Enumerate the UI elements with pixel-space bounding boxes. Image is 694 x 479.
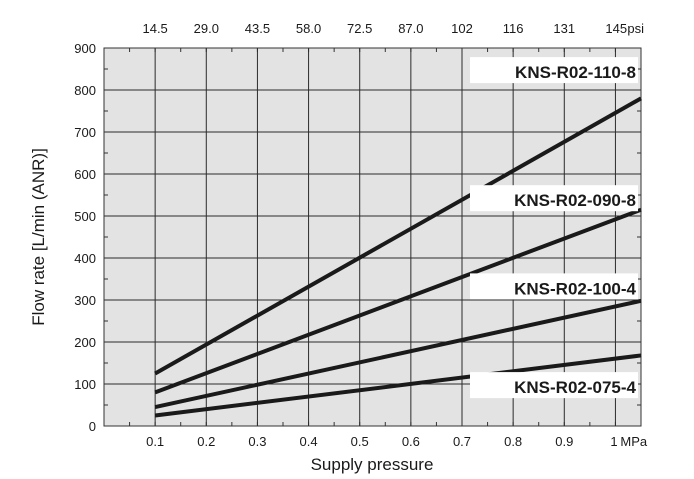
x2-tick-label: 43.5: [245, 21, 270, 36]
series-line-kns-r02-075-4: [154, 353, 642, 418]
x2-tick-label: 72.5: [347, 21, 372, 36]
x-tick-label: 0.6: [402, 434, 420, 449]
x2-tick-label: 131: [553, 21, 575, 36]
x-tick-label: 0.3: [248, 434, 266, 449]
x-tick-label: 0.8: [504, 434, 522, 449]
x-tick-label: 0.7: [453, 434, 471, 449]
x-tick-label: 0.4: [300, 434, 318, 449]
series-label-background: [470, 372, 638, 399]
x-unit-label: MPa: [620, 434, 648, 449]
grid-lines: [104, 48, 641, 426]
y-tick-label: 900: [74, 41, 96, 56]
x2-tick-label: 87.0: [398, 21, 423, 36]
x-axis-label: Supply pressure: [311, 455, 434, 474]
y-tick-label: 100: [74, 377, 96, 392]
y-tick-label: 200: [74, 335, 96, 350]
series-label: KNS-R02-100-4: [514, 279, 636, 298]
plot-background: [104, 48, 641, 426]
series-line-kns-r02-100-4: [154, 298, 642, 410]
x2-tick-label: 116: [503, 21, 524, 36]
y-tick-label: 500: [74, 209, 96, 224]
x2-tick-label: 145: [605, 21, 627, 36]
series-label-background: [470, 185, 638, 212]
y-tick-label: 300: [74, 293, 96, 308]
x-tick-label: 0.1: [146, 434, 164, 449]
x-tick-label: 0.2: [197, 434, 215, 449]
series-label-background: [470, 273, 638, 300]
y-tick-label: 600: [74, 167, 96, 182]
y-tick-label: 0: [89, 419, 96, 434]
x2-tick-label: 58.0: [296, 21, 321, 36]
x2-tick-label: 102: [451, 21, 473, 36]
x2-unit-label: psi: [627, 21, 644, 36]
y-axis-label: Flow rate [L/min (ANR)]: [29, 148, 48, 326]
x-tick-label: 1: [610, 434, 617, 449]
x-tick-label: 0.9: [555, 434, 573, 449]
plot-frame: [103, 47, 642, 427]
series-line-kns-r02-090-8: [154, 207, 642, 395]
y-tick-label: 700: [74, 125, 96, 140]
series-lines: [154, 96, 642, 418]
series-line-kns-r02-110-8: [154, 96, 642, 376]
x2-tick-label: 14.5: [142, 21, 167, 36]
series-label-background: [470, 57, 638, 84]
series-label: KNS-R02-075-4: [514, 378, 636, 397]
series-label: KNS-R02-090-8: [514, 191, 636, 210]
series-labels: KNS-R02-110-8 KNS-R02-090-8 KNS-R02-100-4 K…: [470, 57, 638, 399]
y-tick-label: 400: [74, 251, 96, 266]
series-label: KNS-R02-110-8: [515, 63, 636, 82]
tick-labels: 0.1 14.5 0.2 29.0 0.3 43.5 0.4 58.0 0.5 72.5 0.6 87…: [74, 21, 648, 449]
y-tick-label: 800: [74, 83, 96, 98]
x-tick-label: 0.5: [351, 434, 369, 449]
x2-tick-label: 29.0: [194, 21, 219, 36]
